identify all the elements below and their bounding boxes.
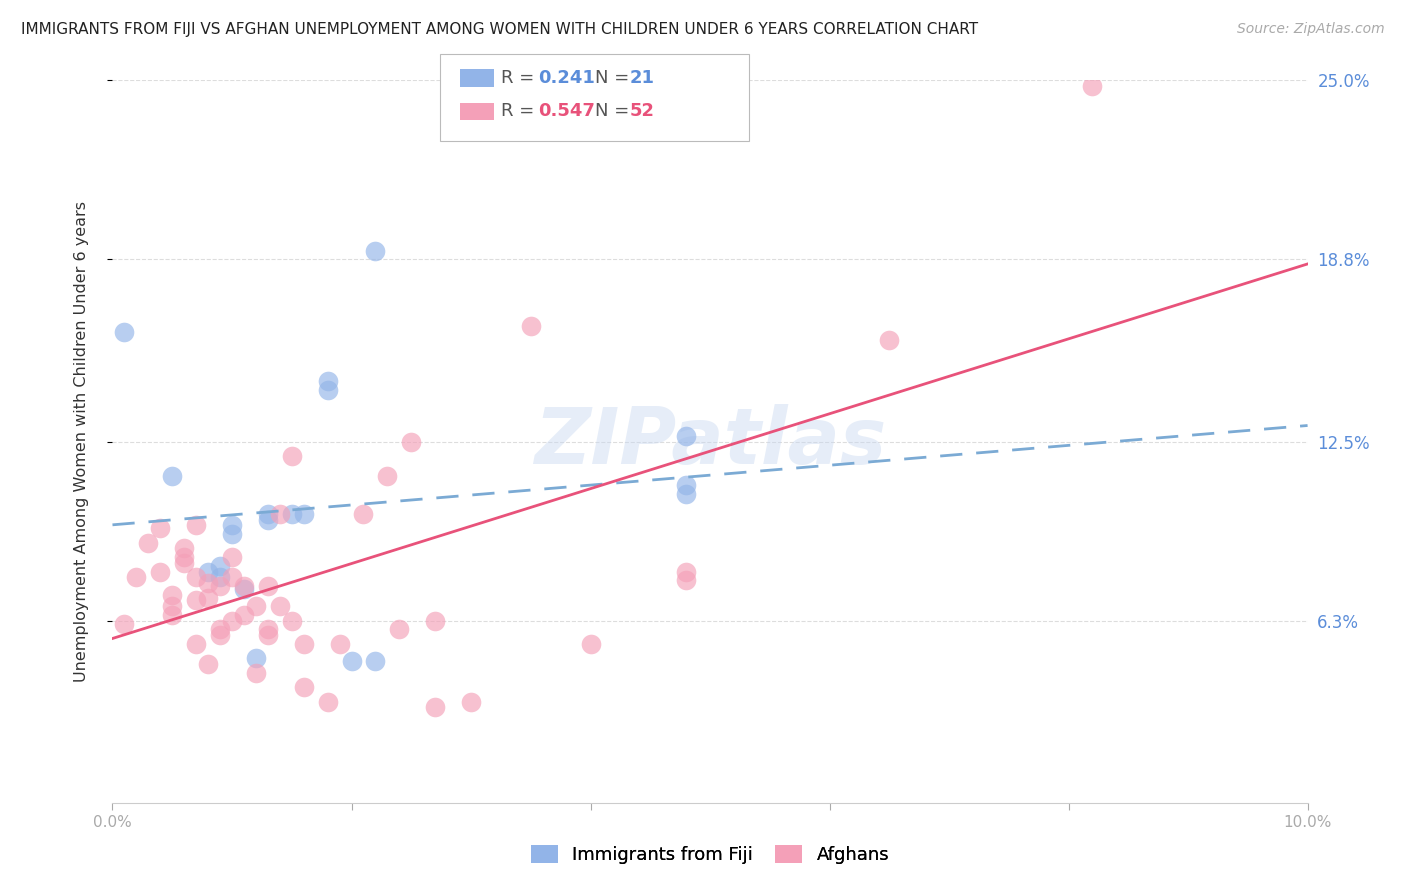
Point — [269, 599, 291, 614]
Point — [316, 695, 339, 709]
Point — [162, 607, 183, 622]
Point — [340, 654, 363, 668]
Text: R =: R = — [501, 103, 540, 120]
Point — [233, 607, 256, 622]
Point — [173, 541, 195, 556]
Point — [197, 591, 219, 605]
Point — [401, 434, 423, 449]
Point — [388, 623, 411, 637]
Point — [675, 429, 697, 443]
Point — [364, 654, 387, 668]
Point — [675, 565, 697, 579]
Point — [281, 507, 304, 521]
Point — [675, 574, 697, 588]
Point — [221, 518, 243, 533]
Point — [125, 570, 148, 584]
Point — [292, 637, 315, 651]
Point — [281, 449, 304, 463]
Point — [162, 469, 183, 483]
Point — [209, 628, 232, 642]
Point — [520, 318, 543, 333]
Point — [114, 325, 135, 339]
Point — [425, 700, 447, 714]
Text: 21: 21 — [630, 69, 655, 87]
Point — [257, 628, 280, 642]
Point — [162, 599, 183, 614]
Point — [149, 521, 172, 535]
Point — [197, 576, 219, 591]
Point — [186, 518, 208, 533]
Point — [233, 582, 256, 596]
Point — [173, 556, 195, 570]
Point — [245, 665, 267, 680]
Point — [281, 614, 304, 628]
Point — [353, 507, 375, 521]
Text: 0.241: 0.241 — [538, 69, 595, 87]
Point — [186, 570, 208, 584]
Point — [209, 579, 232, 593]
Point — [316, 374, 339, 388]
Point — [186, 637, 208, 651]
Point — [162, 588, 183, 602]
Text: Source: ZipAtlas.com: Source: ZipAtlas.com — [1237, 22, 1385, 37]
Point — [138, 535, 160, 549]
Text: 52: 52 — [630, 103, 655, 120]
Point — [257, 512, 280, 526]
Point — [209, 623, 232, 637]
Point — [114, 616, 135, 631]
Point — [1081, 78, 1104, 93]
Point — [149, 565, 172, 579]
Text: 0.547: 0.547 — [538, 103, 595, 120]
Point — [186, 593, 208, 607]
Point — [377, 469, 399, 483]
Point — [425, 614, 447, 628]
Point — [675, 486, 697, 500]
Point — [364, 244, 387, 258]
Point — [579, 637, 602, 651]
Point — [245, 651, 267, 665]
Point — [879, 334, 901, 348]
Point — [233, 579, 256, 593]
Point — [460, 695, 482, 709]
Legend: Immigrants from Fiji, Afghans: Immigrants from Fiji, Afghans — [522, 836, 898, 873]
Point — [209, 558, 232, 573]
Point — [257, 507, 280, 521]
Text: N =: N = — [595, 103, 634, 120]
Text: R =: R = — [501, 69, 540, 87]
Point — [257, 623, 280, 637]
Point — [316, 383, 339, 397]
Text: N =: N = — [595, 69, 634, 87]
Point — [329, 637, 352, 651]
Point — [245, 599, 267, 614]
Point — [197, 565, 219, 579]
Point — [221, 614, 243, 628]
Point — [257, 579, 280, 593]
Point — [221, 527, 243, 541]
Point — [209, 570, 232, 584]
Point — [221, 570, 243, 584]
Point — [269, 507, 291, 521]
Point — [675, 478, 697, 492]
Point — [292, 507, 315, 521]
Point — [173, 550, 195, 565]
Point — [292, 680, 315, 694]
Text: ZIPatlas: ZIPatlas — [534, 403, 886, 480]
Text: IMMIGRANTS FROM FIJI VS AFGHAN UNEMPLOYMENT AMONG WOMEN WITH CHILDREN UNDER 6 YE: IMMIGRANTS FROM FIJI VS AFGHAN UNEMPLOYM… — [21, 22, 979, 37]
Point — [221, 550, 243, 565]
Y-axis label: Unemployment Among Women with Children Under 6 years: Unemployment Among Women with Children U… — [75, 201, 89, 682]
Point — [197, 657, 219, 671]
